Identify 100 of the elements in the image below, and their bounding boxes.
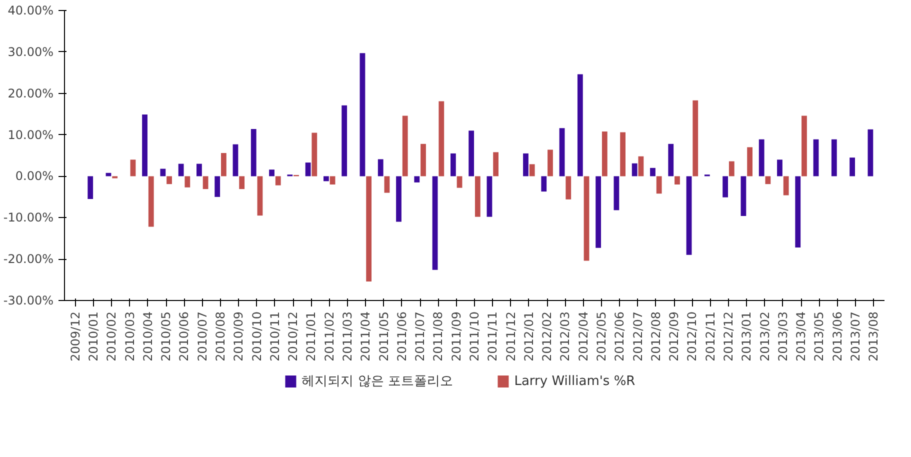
x-tick-label: 2010/05: [159, 311, 174, 362]
bar: [474, 176, 480, 217]
bar: [468, 130, 474, 176]
x-tick-label: 2011/01: [304, 311, 318, 362]
x-tick-label: 2011/12: [504, 311, 518, 362]
bar: [584, 176, 590, 261]
bar: [342, 105, 348, 176]
bar: [360, 53, 366, 176]
bar: [747, 147, 752, 176]
bar: [728, 161, 734, 176]
bar: [257, 176, 263, 216]
bar: [148, 176, 154, 227]
bar: [396, 176, 402, 222]
x-tick-label: 2011/03: [340, 311, 355, 362]
bar: [602, 131, 608, 176]
bar: [765, 176, 771, 184]
bar: [740, 176, 746, 216]
x-tick-label: 2012/01: [522, 311, 536, 362]
bar: [323, 176, 329, 182]
x-tick-label: 2011/05: [376, 311, 391, 362]
bar: [142, 114, 148, 176]
x-tick-label: 2012/02: [540, 311, 554, 362]
bar: [548, 150, 553, 176]
bar: [330, 176, 336, 184]
bar: [160, 168, 166, 176]
x-tick-label: 2011/02: [322, 311, 336, 362]
bar: [232, 144, 238, 176]
x-tick-label: 2010/08: [214, 311, 228, 362]
x-tick-label: 2011/04: [358, 311, 373, 362]
bar: [541, 176, 547, 192]
bar: [850, 158, 855, 176]
bar: [196, 164, 202, 176]
x-tick-label: 2010/07: [195, 311, 210, 362]
bar: [432, 176, 438, 270]
bar: [783, 176, 789, 196]
bar: [486, 176, 492, 217]
x-tick-label: 2010/09: [232, 311, 246, 362]
legend-label: 헤지되지 않은 포트폴리오: [302, 374, 453, 389]
bar: [758, 139, 764, 176]
x-tick-label: 2010/02: [104, 311, 119, 362]
x-tick-label: 2012/05: [594, 311, 608, 362]
bar: [529, 164, 535, 176]
bar: [305, 162, 311, 176]
bar: [220, 153, 226, 176]
x-tick-label: 2010/01: [86, 311, 101, 362]
bar: [674, 176, 680, 184]
y-tick-label: 30.00%: [8, 44, 54, 59]
bar: [596, 176, 602, 248]
legend-label: Larry William's %R: [514, 374, 636, 389]
bar: [795, 176, 801, 248]
x-tick-label: 2010/03: [122, 311, 137, 362]
x-tick-label: 2012/12: [721, 311, 736, 362]
x-tick-label: 2013/06: [830, 311, 844, 362]
bar: [420, 144, 426, 176]
y-tick-label: 0.00%: [15, 169, 54, 184]
x-tick-label: 2013/08: [866, 311, 881, 362]
x-tick-label: 2010/06: [177, 311, 192, 362]
y-tick-label: -10.00%: [3, 210, 54, 225]
x-tick-label: 2012/03: [558, 311, 572, 362]
bar: [620, 132, 626, 176]
x-tick-label: 2011/07: [413, 311, 428, 362]
bar: [777, 160, 782, 176]
bar: [686, 176, 692, 255]
x-tick-label: 2010/11: [268, 311, 282, 362]
bar: [868, 129, 874, 176]
x-tick-label: 2013/02: [758, 311, 772, 362]
bar: [577, 74, 583, 176]
bar: [650, 168, 656, 176]
bar: [722, 176, 728, 198]
x-tick-label: 2010/12: [286, 311, 300, 362]
x-tick-label: 2012/04: [576, 311, 590, 362]
x-tick-label: 2009/12: [68, 311, 82, 362]
bar: [202, 176, 208, 190]
bar: [366, 176, 372, 282]
bar: [250, 128, 256, 176]
x-tick-label: 2013/01: [740, 311, 754, 362]
bar: [239, 176, 245, 190]
bar: [269, 170, 274, 176]
y-tick-label: 10.00%: [8, 128, 54, 142]
y-tick-label: 20.00%: [8, 86, 54, 100]
bar: [523, 153, 528, 176]
bar: [178, 164, 184, 176]
bar: [438, 101, 444, 176]
bar: [831, 139, 837, 176]
bar: [402, 116, 408, 176]
bar: [384, 176, 390, 193]
bar: [275, 176, 281, 186]
bar: [184, 176, 190, 188]
x-tick-label: 2013/05: [812, 311, 826, 362]
bar: [214, 176, 220, 197]
bar: [813, 139, 819, 176]
x-tick-label: 2012/10: [685, 311, 700, 362]
bar: [668, 144, 674, 176]
bar: [692, 100, 698, 176]
x-tick-label: 2013/07: [848, 311, 862, 362]
bar: [312, 132, 318, 176]
x-tick-label: 2012/06: [612, 311, 627, 362]
bar: [130, 160, 136, 176]
bar: [802, 116, 807, 176]
x-tick-label: 2012/09: [667, 311, 682, 362]
